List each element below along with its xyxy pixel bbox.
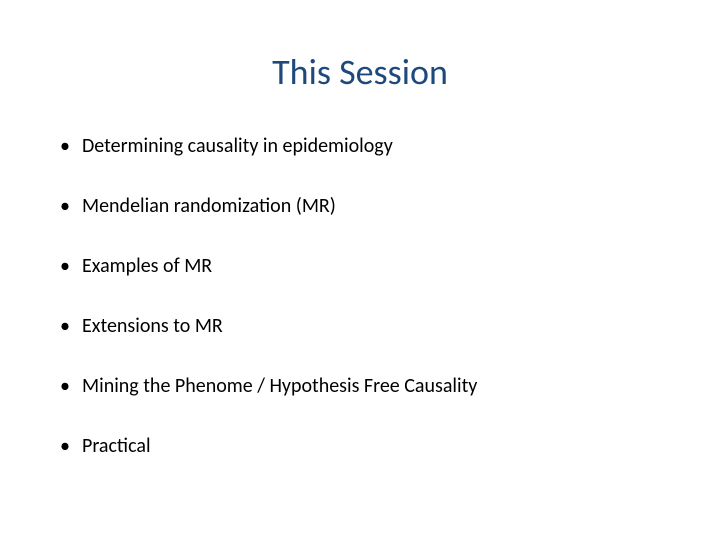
list-item: Mendelian randomization (MR) [60, 194, 690, 218]
list-item: Examples of MR [60, 254, 690, 278]
bullet-list: Determining causality in epidemiology Me… [30, 134, 690, 458]
list-item: Extensions to MR [60, 314, 690, 338]
list-item: Practical [60, 434, 690, 458]
slide-container: This Session Determining causality in ep… [0, 0, 720, 540]
list-item: Mining the Phenome / Hypothesis Free Cau… [60, 374, 690, 398]
list-item: Determining causality in epidemiology [60, 134, 690, 158]
slide-title: This Session [30, 50, 690, 94]
